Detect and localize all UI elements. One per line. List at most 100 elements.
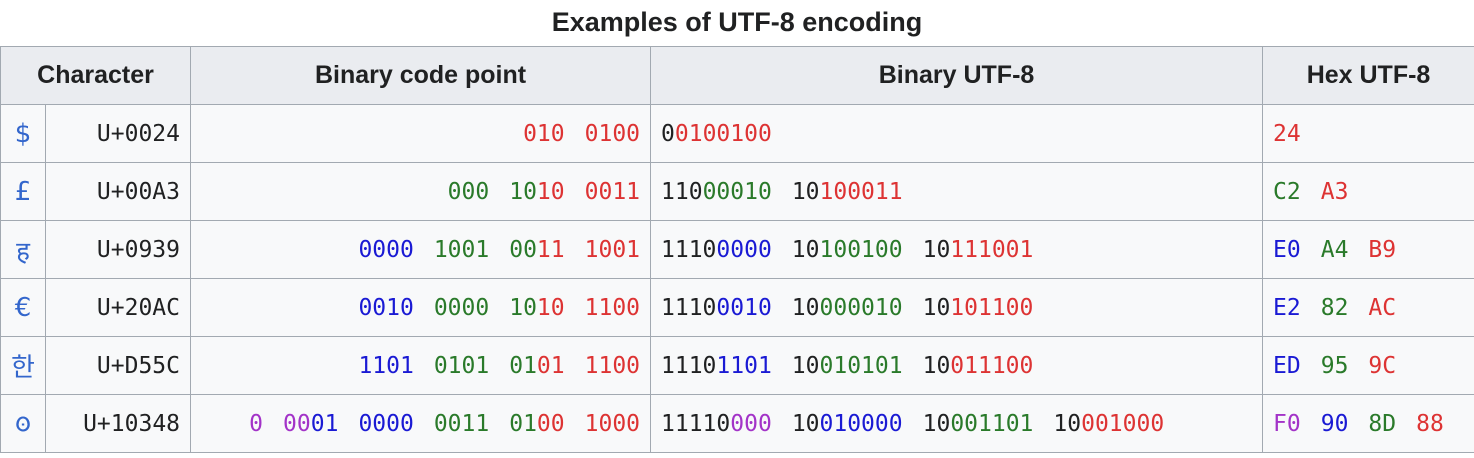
bit-group: 0000	[358, 411, 413, 437]
bit-segment: 1100	[584, 294, 641, 321]
bit-group: 1000	[585, 411, 640, 437]
bit-segment: 10	[791, 178, 820, 205]
bit-segment: 0100	[584, 120, 641, 147]
bit-segment: 0011	[433, 410, 490, 437]
binary-code-point-cell: 0010 0000 1010 1100	[190, 278, 652, 337]
header-hex-utf8: Hex UTF-8	[1262, 46, 1474, 105]
bit-group: 0011	[585, 179, 640, 205]
bit-segment: 001101	[950, 410, 1034, 437]
bit-segment: 100100	[819, 236, 903, 263]
bit-segment: 10	[922, 294, 951, 321]
binary-code-point-cell: 1101 0101 0101 1100	[190, 336, 652, 395]
bit-segment: ED	[1273, 352, 1301, 379]
hex-utf8-cell: 24	[1262, 104, 1474, 163]
character-link[interactable]: £	[0, 162, 46, 221]
bit-segment: 10	[922, 236, 951, 263]
bit-group: AC	[1368, 295, 1396, 321]
bit-group: 1010	[509, 295, 564, 321]
binary-utf8-cell: 11100010 10000010 10101100	[650, 278, 1264, 337]
bit-group: 0100	[585, 121, 640, 147]
bit-group: 10001101	[923, 411, 1034, 437]
bit-group: 11100010	[661, 295, 772, 321]
bit-segment: AC	[1368, 294, 1397, 321]
header-character: Character	[0, 46, 192, 105]
bit-group: A3	[1321, 179, 1349, 205]
binary-utf8-cell: 11110000 10010000 10001101 10001000	[650, 394, 1264, 453]
bit-group: 11101101	[661, 353, 772, 379]
hex-utf8-cell: C2 A3	[1262, 162, 1474, 221]
bit-group: 10000010	[792, 295, 903, 321]
bit-group: 0001	[283, 411, 338, 437]
bit-segment: 82	[1320, 294, 1349, 321]
bit-group: 95	[1321, 353, 1349, 379]
bit-segment: A4	[1320, 236, 1349, 263]
bit-segment: 01	[509, 352, 537, 379]
bit-segment: 00	[509, 236, 537, 263]
bit-group: 1101	[358, 353, 413, 379]
character-link[interactable]: $	[0, 104, 46, 163]
character-link[interactable]: ह	[0, 220, 46, 279]
bit-group: 10010000	[792, 411, 903, 437]
bit-segment: 10	[922, 352, 951, 379]
bit-segment: E2	[1273, 294, 1301, 321]
bit-group: 1100	[585, 353, 640, 379]
bit-segment: 10	[791, 410, 820, 437]
bit-segment: 11110	[661, 410, 731, 437]
bit-group: 0100	[509, 411, 564, 437]
bit-segment: 1001	[433, 236, 490, 263]
bit-group: C2	[1273, 179, 1301, 205]
binary-utf8-cell: 11101101 10010101 10011100	[650, 336, 1264, 395]
header-binary-utf8: Binary UTF-8	[650, 46, 1264, 105]
table-row: € U+20AC 0010 0000 1010 1100 11100010 10000010 1…	[0, 278, 1474, 337]
bit-group: 90	[1321, 411, 1349, 437]
table-caption: Examples of UTF-8 encoding	[551, 7, 923, 37]
table-row: 𐍈 U+10348 0 0001 0000 0011 0100 1000 11110000 100…	[0, 394, 1474, 453]
table-row: 한 U+D55C 1101 0101 0101 1100 11101101 10010101 1…	[0, 336, 1474, 395]
code-point: U+10348	[44, 394, 192, 453]
hex-utf8-cell: ED 95 9C	[1262, 336, 1474, 395]
character-link[interactable]: 𐍈	[0, 394, 46, 453]
bit-group: 10011100	[923, 353, 1034, 379]
bit-segment: E0	[1273, 236, 1301, 263]
binary-code-point-cell: 0000 1001 0011 1001	[190, 220, 652, 279]
bit-segment: 1000	[584, 410, 641, 437]
code-point: U+0024	[44, 104, 192, 163]
bit-group: 010	[523, 121, 565, 147]
bit-segment: 1100	[584, 352, 641, 379]
bit-segment: 10	[536, 294, 565, 321]
character-link[interactable]: €	[0, 278, 46, 337]
bit-segment: 01	[310, 410, 339, 437]
bit-segment: A3	[1320, 178, 1349, 205]
table-row: $ U+0024 010 0100 00100100 24	[0, 104, 1474, 163]
binary-code-point-cell: 010 0100	[190, 104, 652, 163]
bit-group: 000	[448, 179, 490, 205]
bit-group: 10010101	[792, 353, 903, 379]
bit-group: 10101100	[923, 295, 1034, 321]
bit-segment: 10	[791, 236, 820, 263]
bit-segment: 0011	[584, 178, 641, 205]
binary-code-point-cell: 0 0001 0000 0011 0100 1000	[190, 394, 652, 453]
bit-group: E2	[1273, 295, 1301, 321]
bit-group: 1001	[434, 237, 489, 263]
code-point: U+20AC	[44, 278, 192, 337]
table-body: $ U+0024 010 0100 00100100 24 £ U+00A3 000 1010 00…	[0, 104, 1474, 453]
code-point: U+D55C	[44, 336, 192, 395]
bit-group: 8D	[1368, 411, 1396, 437]
hex-utf8-cell: F0 90 8D 88	[1262, 394, 1474, 453]
bit-group: 24	[1273, 121, 1301, 147]
bit-segment: 24	[1273, 120, 1301, 147]
bit-group: 0011	[434, 411, 489, 437]
table-row: £ U+00A3 000 1010 0011 11000010 10100011 C2 A3	[0, 162, 1474, 221]
header-row: Character Binary code point Binary UTF-8…	[0, 46, 1474, 105]
character-link[interactable]: 한	[0, 336, 46, 395]
bit-segment: 00010	[702, 178, 772, 205]
bit-segment: 0	[661, 120, 675, 147]
bit-segment: F0	[1273, 410, 1301, 437]
bit-segment: 0100100	[674, 120, 772, 147]
bit-segment: 1001	[584, 236, 641, 263]
bit-group: 10111001	[923, 237, 1034, 263]
bit-segment: 1110	[661, 236, 717, 263]
bit-group: E0	[1273, 237, 1301, 263]
bit-group: 10001000	[1053, 411, 1164, 437]
bit-segment: 9C	[1368, 352, 1397, 379]
